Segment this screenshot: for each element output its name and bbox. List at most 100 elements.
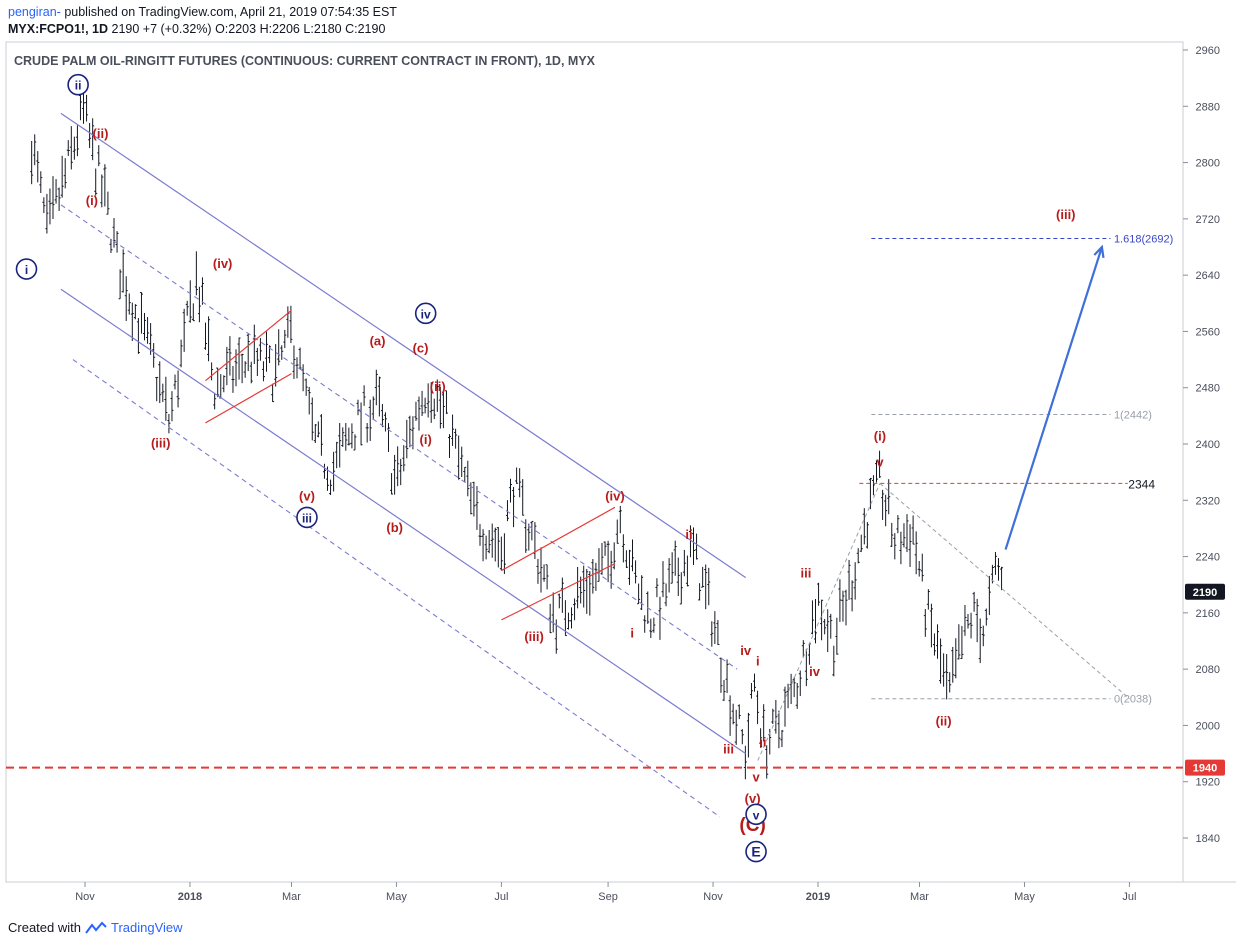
high-label: H: [259, 22, 273, 36]
ohlc-bar [115, 231, 119, 253]
ohlc-bar [756, 690, 760, 725]
ohlc-bar [789, 673, 793, 705]
ohlc-bar [911, 515, 915, 545]
ohlc-bar [887, 479, 891, 515]
svg-text:E: E [751, 844, 760, 860]
ohlc-bar [807, 643, 811, 665]
ohlc-bar [530, 520, 534, 541]
ohlc-bar [207, 316, 211, 362]
ohlc-bar [426, 383, 430, 418]
channel-median-line [72, 359, 721, 818]
ohlc-bar [682, 549, 686, 577]
ohlc-bar [136, 318, 140, 354]
price-tick-label: 2240 [1196, 552, 1220, 564]
ohlc-bar [484, 535, 488, 560]
ohlc-bar [673, 540, 677, 576]
ohlc-bar [332, 451, 336, 492]
price-axis[interactable]: 1840 1920 2000 2080 2160 2240 2320 2400 2480 2560… [1183, 45, 1220, 845]
fib-level-label: 0(2038) [1114, 694, 1152, 706]
ohlc-bar [563, 600, 567, 637]
ohlc-bar [85, 94, 89, 122]
svg-text:v: v [753, 808, 760, 822]
ohlc-bar [463, 466, 467, 483]
ohlc-bar [939, 638, 943, 684]
ohlc-bar [155, 376, 159, 402]
ohlc-bar [393, 454, 397, 495]
ohlc-bar [374, 369, 378, 406]
ohlc-bar [188, 280, 192, 323]
ohlc-bar [817, 582, 821, 606]
ohlc-bar [387, 423, 391, 452]
ohlc-bar [57, 187, 61, 211]
ohlc-bar [978, 618, 982, 664]
ohlc-bar [60, 155, 64, 198]
ohlc-bar [820, 599, 824, 641]
ohlc-bar [631, 539, 635, 572]
ohlc-bar [527, 523, 531, 551]
ohlc-bar [878, 450, 882, 478]
ohlc-bar [606, 540, 610, 583]
ohlc-bar [499, 536, 503, 571]
ohlc-bar [566, 612, 570, 630]
ohlc-bar [926, 589, 930, 610]
author-link[interactable]: pengiran- [8, 5, 61, 19]
ohlc-bar [664, 583, 668, 607]
wave-label-red: (iii) [1056, 207, 1076, 222]
price-tick-label: 1920 [1196, 777, 1220, 789]
ohlc-bar [588, 571, 592, 616]
ohlc-bar [121, 249, 125, 293]
ohlc-bar [838, 579, 842, 622]
price-tick-label: 2320 [1196, 495, 1220, 507]
low-label: L: [303, 22, 314, 36]
fib-base-line [757, 483, 881, 761]
wave-label-blue: v [745, 803, 767, 826]
ohlc-bar [932, 633, 936, 656]
ohlc-bar [240, 353, 244, 384]
ohlc-bar [362, 385, 366, 406]
ohlc-bar [191, 303, 195, 322]
target-arrow-icon [1093, 244, 1105, 259]
ohlc-bar [133, 304, 137, 320]
ohlc-bar [960, 625, 964, 659]
ohlc-bar [200, 277, 204, 305]
ohlc-bar [570, 607, 574, 629]
ohlc-bar [130, 302, 134, 342]
ohlc-bar [783, 686, 787, 727]
ohlc-bar [496, 526, 500, 568]
wave-label-red: (b) [386, 520, 403, 535]
footer: Created with TradingView [8, 920, 183, 935]
ohlc-bar [728, 695, 732, 736]
ohlc-bar [448, 434, 452, 458]
ohlc-bar [615, 519, 619, 544]
ohlc-bar [704, 564, 708, 610]
ohlc-bar [75, 125, 79, 157]
ohlc-bar [780, 729, 784, 748]
ohlc-bar [347, 427, 351, 446]
wave-label-blue: E [745, 840, 767, 863]
wave-label-red: ii [759, 735, 766, 750]
price-tick-label: 2080 [1196, 664, 1220, 676]
wave-label-red: iv [740, 643, 752, 658]
wave-label-red: (i) [86, 193, 98, 208]
wave-label-red: (v) [745, 791, 761, 806]
time-tick-label: May [1014, 891, 1035, 903]
ohlc-bar [987, 575, 991, 616]
wave-label-red: (v) [299, 488, 315, 503]
ohlc-bar [490, 523, 494, 558]
ohlc-bar [710, 621, 714, 647]
ohlc-bar [103, 164, 107, 207]
ohlc-bar [795, 682, 799, 709]
ohlc-bar [692, 527, 696, 565]
high-value: 2206 [272, 22, 300, 36]
ohlc-bar [951, 646, 955, 683]
tradingview-link[interactable]: TradingView [110, 920, 183, 935]
time-axis[interactable]: Nov 2018 Mar May Jul Sep Nov 2019 Mar May Jul [75, 882, 1136, 903]
ohlc-bar [810, 600, 814, 635]
ohlc-bar [353, 434, 357, 451]
time-tick-label: Nov [75, 891, 95, 903]
wave-labels: (ii) (i) (iv) (iii) (v) (a) (c) (ii) (i) (b) (iv) (… [15, 73, 1076, 863]
ohlc-bar [652, 617, 656, 633]
ohlc-bar [676, 557, 680, 597]
ohlc-bar [893, 533, 897, 560]
